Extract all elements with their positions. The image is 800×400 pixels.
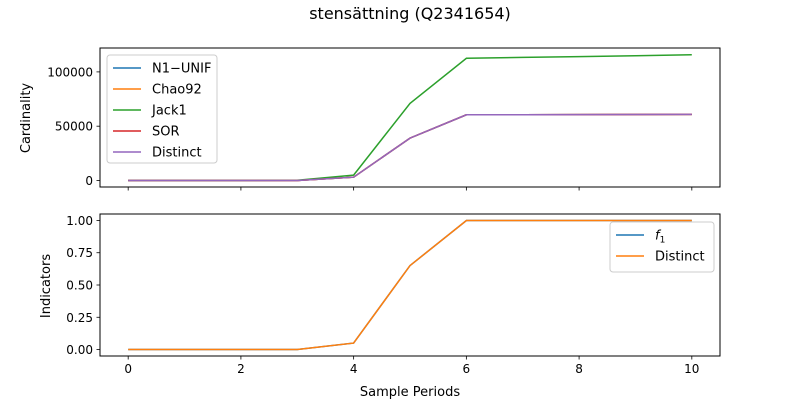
cardinality-legend: N1−UNIF Chao92 Jack1 SOR Distinct [106, 54, 218, 164]
indicators-y-label: Indicators [39, 254, 54, 318]
cardinality-legend-label-3: SOR [152, 125, 180, 140]
indicators-legend-label-0: f1 [655, 229, 665, 246]
figure-title: stensättning (Q2341654) [309, 4, 511, 23]
cardinality-y-tick-label: 50000 [55, 120, 93, 134]
cardinality-y-tick-label: 0 [85, 174, 93, 188]
indicators-y-tick-label: 0.75 [66, 246, 93, 260]
cardinality-y-label: Cardinality [19, 83, 34, 154]
indicators-y-ticks: 0.00 0.25 0.50 0.75 1.00 [66, 214, 100, 357]
cardinality-legend-label-4: Distinct [152, 146, 202, 161]
indicators-x-tick-label: 2 [237, 362, 245, 376]
indicators-x-tick-label: 10 [684, 362, 699, 376]
indicators-y-tick-label: 0.25 [66, 311, 93, 325]
indicators-x-tick-label: 8 [575, 362, 583, 376]
indicators-series-line-1 [128, 219, 692, 351]
indicators-y-tick-label: 0.50 [66, 279, 93, 293]
indicators-series-line-0 [128, 219, 692, 351]
indicators-y-tick-label: 1.00 [66, 214, 93, 228]
cardinality-panel: 0 50000 100000 Cardinality N1−UNIF Chao92 Ja… [19, 47, 721, 191]
cardinality-legend-label-1: Chao92 [152, 83, 202, 98]
x-axis-label: Sample Periods [360, 385, 460, 400]
indicators-legend: f1 Distinct [609, 221, 715, 273]
cardinality-legend-label-0: N1−UNIF [152, 62, 211, 77]
indicators-y-tick-label: 0.00 [66, 343, 93, 357]
cardinality-y-tick-label: 100000 [47, 65, 93, 79]
cardinality-legend-label-2: Jack1 [151, 104, 187, 119]
cardinality-series-lines [128, 54, 692, 182]
cardinality-series-line-4 [128, 113, 692, 182]
indicators-x-tick-label: 0 [124, 362, 132, 376]
cardinality-axes-frame [99, 47, 721, 188]
cardinality-y-ticks: 0 50000 100000 [47, 65, 100, 188]
indicators-panel: 0 2 4 6 8 10 0.000.250.500.751.00 Indicators … [39, 213, 721, 376]
cardinality-x-ticks [127, 187, 693, 191]
indicators-x-tick-label: 4 [350, 362, 358, 376]
indicators-x-ticks: 0 2 4 6 8 10 [124, 356, 699, 376]
indicators-legend-label-1: Distinct [655, 250, 705, 265]
indicators-legend-box [609, 221, 715, 273]
indicators-series-lines [128, 219, 692, 351]
indicators-x-tick-label: 6 [463, 362, 471, 376]
cardinality-legend-box [106, 54, 218, 164]
